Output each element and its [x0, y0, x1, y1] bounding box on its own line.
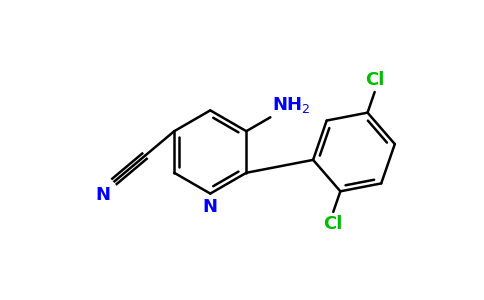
Text: NH$_2$: NH$_2$	[272, 95, 311, 115]
Text: N: N	[95, 186, 110, 204]
Text: N: N	[203, 198, 218, 216]
Text: Cl: Cl	[365, 71, 384, 89]
Text: Cl: Cl	[324, 215, 343, 233]
